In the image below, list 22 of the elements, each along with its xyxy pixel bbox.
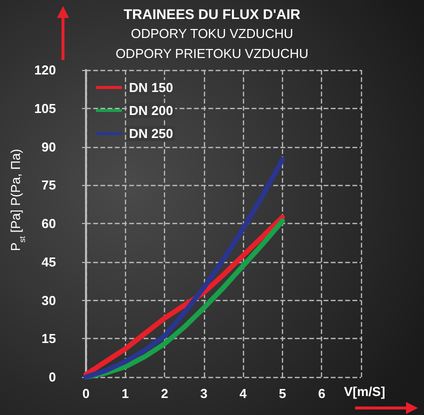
x-tick-label: 2 — [160, 386, 168, 401]
y-tick-label: 60 — [42, 216, 56, 231]
x-tick-label: 6 — [318, 386, 326, 401]
y-tick-label: 30 — [42, 292, 56, 308]
y-tick-label: 75 — [42, 178, 56, 193]
legend-label: DN 200 — [129, 103, 174, 118]
x-tick-label: 5 — [278, 386, 286, 401]
x-axis-title: V[m/S] — [344, 384, 386, 399]
chart-subtitle: ODPORY TOKU VZDUCHU ODPORY PRIETOKU VZDUCHU — [116, 26, 308, 61]
y-tick-label: 120 — [34, 62, 56, 78]
x-tick-label: 3 — [200, 386, 208, 401]
x-tick-label: 4 — [240, 386, 248, 401]
y-tick-label: 0 — [48, 370, 56, 384]
legend-label: DN 150 — [129, 80, 174, 95]
y-tick-label: 15 — [42, 331, 56, 346]
legend-label: DN 250 — [129, 126, 174, 141]
y-tick-label: 45 — [42, 254, 56, 270]
y-tick-label: 105 — [34, 100, 56, 116]
x-tick-label: 1 — [122, 386, 129, 401]
chart-title: TRAINEES DU FLUX D'AIR — [124, 6, 300, 22]
x-tick-label: 0 — [82, 386, 90, 401]
y-tick-label: 90 — [42, 139, 56, 154]
